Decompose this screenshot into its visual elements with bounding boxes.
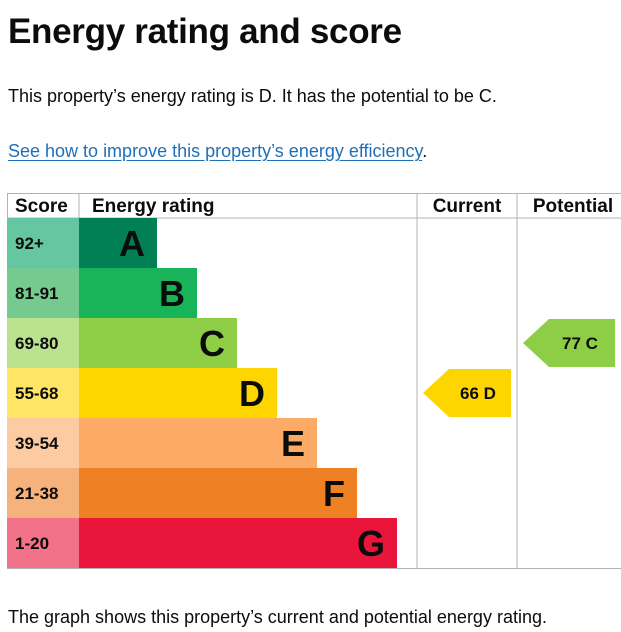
header-current: Current (433, 196, 502, 217)
link-suffix: . (422, 141, 428, 161)
rating-bar-e (79, 418, 317, 468)
score-cell-g (7, 518, 79, 568)
current-arrow-label: 66 D (460, 384, 496, 403)
rating-bar-c (79, 318, 237, 368)
potential-arrow (523, 319, 615, 367)
score-label-b: 81-91 (15, 284, 58, 303)
score-label-d: 55-68 (15, 384, 58, 403)
rating-letter-b: B (159, 273, 185, 314)
rating-bar-g (79, 518, 397, 568)
score-cell-f (7, 468, 79, 518)
score-label-c: 69-80 (15, 334, 58, 353)
rating-letter-c: C (199, 323, 225, 364)
score-cell-d (7, 368, 79, 418)
rating-bar-b (79, 268, 197, 318)
score-cell-c (7, 318, 79, 368)
rating-bar-f (79, 468, 357, 518)
page-title: Energy rating and score (8, 12, 402, 51)
score-label-e: 39-54 (15, 434, 59, 453)
graph-description: The graph shows this property’s current … (8, 607, 547, 627)
header-energy-rating: Energy rating (92, 196, 214, 217)
rating-letter-a: A (119, 223, 145, 264)
rating-letter-f: F (323, 473, 345, 514)
current-arrow (423, 369, 511, 417)
rating-summary: This property’s energy rating is D. It h… (8, 86, 497, 106)
score-cell-e (7, 418, 79, 468)
score-cell-b (7, 268, 79, 318)
score-label-f: 21-38 (15, 484, 58, 503)
rating-bar-a (79, 218, 157, 268)
potential-arrow-label: 77 C (562, 334, 598, 353)
score-label-a: 92+ (15, 234, 44, 253)
improve-link-line: See how to improve this property’s energ… (8, 141, 427, 162)
rating-bar-d (79, 368, 277, 418)
score-cell-a (7, 218, 79, 268)
energy-rating-chart: Score Energy rating Current Potential 92+ A 81… (7, 193, 621, 569)
header-potential: Potential (533, 196, 613, 217)
energy-rating-graph: Score Energy rating Current Potential 92+ A 81… (7, 193, 621, 569)
rating-letter-g: G (357, 523, 385, 564)
header-score: Score (15, 196, 68, 217)
rating-letter-e: E (281, 423, 305, 464)
score-label-g: 1-20 (15, 534, 49, 553)
rating-letter-d: D (239, 373, 265, 414)
improve-efficiency-link[interactable]: See how to improve this property’s energ… (8, 141, 423, 161)
